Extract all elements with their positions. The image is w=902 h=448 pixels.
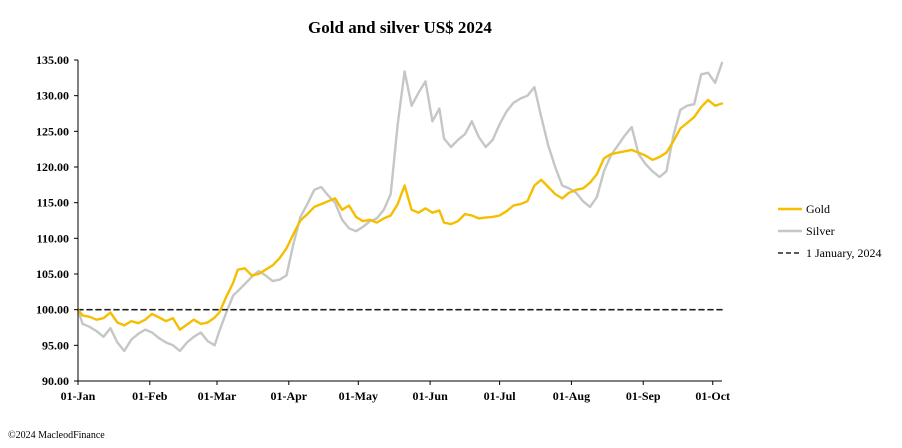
x-tick-label: 01-May [339,389,378,403]
chart-title: Gold and silver US$ 2024 [308,18,492,37]
legend-label: 1 January, 2024 [806,246,882,260]
y-tick-label: 95.00 [42,338,69,352]
x-tick-label: 01-Jun [412,389,448,403]
y-tick-label: 125.00 [36,124,69,138]
y-tick-label: 110.00 [37,231,69,245]
y-tick-label: 120.00 [36,160,69,174]
x-tick-label: 01-Oct [695,389,730,403]
y-tick-label: 90.00 [42,374,69,388]
legend: Gold Silver 1 January, 2024 [778,202,882,260]
x-tick-label: 01-Mar [198,389,237,403]
x-tick-label: 01-Feb [132,389,168,403]
series-line-silver [76,61,724,353]
y-tick-label: 105.00 [36,267,69,281]
y-tick-label: 135.00 [36,53,69,67]
axis-layer: 90.00 95.00 100.00 105.00 110.00 115.00 120.00… [36,53,730,403]
x-tick-label: 01-Apr [270,389,307,403]
legend-label: Gold [806,202,830,216]
y-tick-label: 100.00 [36,303,69,317]
y-tick-label: 115.00 [37,196,69,210]
copyright-text: ©2024 MacleodFinance [8,430,105,441]
y-tick-label: 130.00 [36,89,69,103]
x-tick-label: 01-Jul [484,389,517,403]
x-tick-label: 01-Sep [626,389,661,403]
series-line-gold [76,98,724,331]
legend-label: Silver [806,224,835,238]
series-layer [76,61,724,353]
x-tick-label: 01-Jan [61,389,96,403]
x-tick-label: 01-Aug [553,389,590,403]
